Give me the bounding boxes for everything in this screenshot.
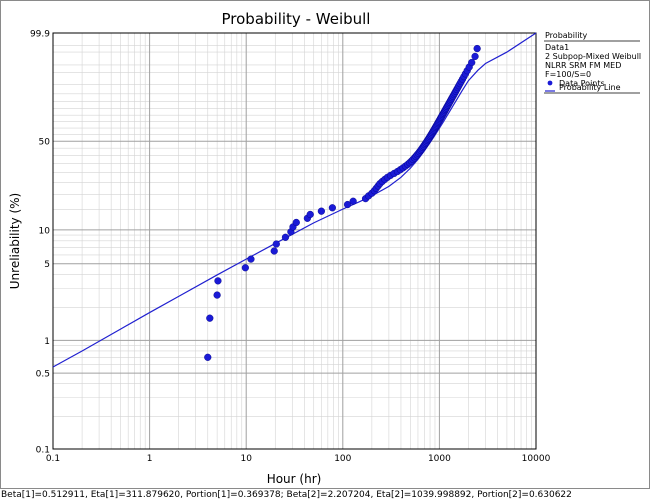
data-point: [471, 52, 479, 61]
data-point: [281, 233, 290, 241]
data-point: [270, 247, 278, 255]
x-axis-ticks: 0.1 1 10 100 1000 10000: [46, 454, 551, 464]
y-tick-label: 5: [44, 260, 50, 270]
plot-area: [52, 32, 537, 450]
y-tick-label: 0.1: [36, 446, 50, 456]
legend-data-points-marker: [547, 80, 553, 86]
x-tick-label: 10000: [522, 454, 551, 464]
data-point: [306, 210, 314, 219]
data-point: [206, 314, 214, 322]
legend-probability-line-label: Probability Line: [559, 83, 621, 92]
legend-info-method: NLRR SRM FM MED: [545, 61, 621, 70]
weibull-probability-chart: Probability - Weibull 0.1 1 10 100 1000 10000…: [8, 10, 641, 486]
y-tick-label: 0.5: [36, 370, 50, 380]
data-point: [317, 207, 325, 215]
x-tick-label: 1000: [428, 454, 451, 464]
data-point: [247, 255, 255, 263]
legend-data-points-label: Data Points: [559, 79, 605, 88]
x-tick-label: 10: [240, 454, 252, 464]
series-layer: [52, 32, 537, 368]
y-axis-ticks: 0.1 0.5 1 5 10 50 99.9: [30, 30, 50, 456]
data-point: [468, 58, 476, 67]
x-axis-label: Hour (hr): [267, 472, 322, 486]
y-tick-label: 99.9: [30, 30, 50, 40]
legend: Probability Data1 2 Subpop-Mixed Weibull…: [544, 31, 641, 94]
y-axis-label: Unreliability (%): [8, 193, 22, 289]
x-tick-label: 100: [334, 454, 351, 464]
data-point: [214, 277, 222, 285]
data-point: [328, 204, 336, 212]
y-tick-label: 1: [44, 337, 50, 347]
x-tick-label: 1: [147, 454, 153, 464]
y-tick-label: 10: [39, 226, 51, 236]
data-point: [241, 264, 249, 272]
data-point: [272, 240, 280, 248]
data-point: [292, 218, 300, 227]
legend-info-dataset: Data1: [545, 43, 569, 52]
parameter-footer: Beta[1]=0.512911, Eta[1]=311.879620, Por…: [0, 488, 650, 501]
data-point: [204, 353, 212, 361]
probability-line: [52, 32, 537, 368]
chart-title: Probability - Weibull: [222, 10, 371, 28]
legend-info-model: 2 Subpop-Mixed Weibull: [545, 52, 641, 61]
grid-minor: [53, 33, 536, 449]
data-point: [213, 291, 221, 299]
data-point: [349, 197, 357, 205]
x-tick-label: 0.1: [46, 454, 60, 464]
legend-info-counts: F=100/S=0: [545, 70, 591, 79]
legend-title: Probability: [545, 31, 588, 40]
y-tick-label: 50: [39, 138, 51, 148]
data-point: [343, 200, 352, 209]
data-point: [473, 44, 481, 53]
